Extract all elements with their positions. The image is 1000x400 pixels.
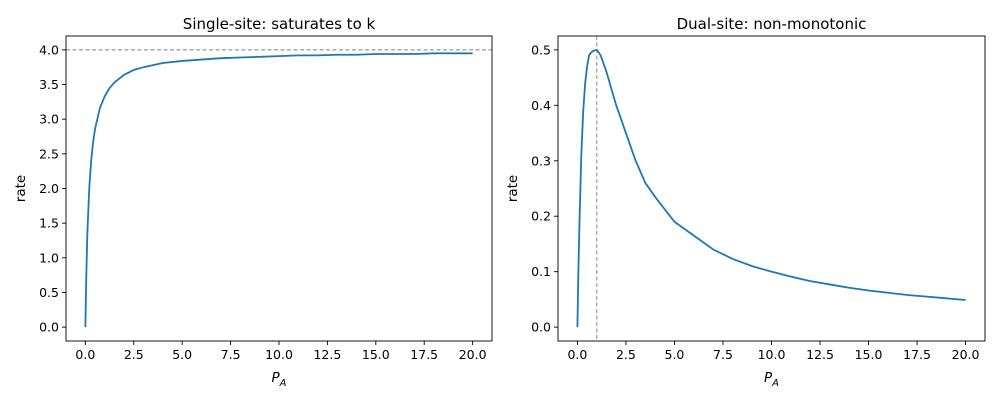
x-tick-label: 2.5 xyxy=(124,347,144,362)
x-tick-label: 17.5 xyxy=(903,347,931,362)
x-tick-label: 20.0 xyxy=(459,347,487,362)
plot-area xyxy=(84,52,473,328)
y-tick-label: 0.5 xyxy=(531,42,551,57)
x-tick-label: 5.0 xyxy=(665,347,685,362)
y-tick-label: 2.5 xyxy=(39,146,59,161)
plot-area xyxy=(576,48,966,328)
chart-title: Dual-site: non-monotonic xyxy=(677,15,867,33)
x-tick-label: 7.5 xyxy=(221,347,241,362)
y-tick-label: 0.3 xyxy=(531,153,551,168)
x-tick-label: 0.0 xyxy=(75,347,95,362)
y-tick-label: 0.0 xyxy=(531,320,551,335)
y-axis-label: rate xyxy=(505,175,521,202)
x-tick-label: 10.0 xyxy=(265,347,293,362)
x-ticks: 0.0 2.5 5.0 7.5 10.0 12.5 15.0 17.5 20.0 xyxy=(567,341,980,362)
x-tick-label: 12.5 xyxy=(313,347,341,362)
chart-title: Single-site: saturates to k xyxy=(183,15,376,33)
y-tick-label: 0.1 xyxy=(531,264,551,279)
x-tick-label: 15.0 xyxy=(855,347,883,362)
y-tick-label: 1.0 xyxy=(39,250,59,265)
x-tick-label: 2.5 xyxy=(616,347,636,362)
x-axis-label: PA xyxy=(764,370,779,389)
axes-frame xyxy=(65,35,493,342)
x-tick-label: 10.0 xyxy=(758,347,786,362)
y-tick-label: 4.0 xyxy=(39,42,59,57)
y-tick-label: 2.0 xyxy=(39,181,59,196)
x-tick-label: 5.0 xyxy=(172,347,192,362)
y-tick-label: 3.5 xyxy=(39,77,59,92)
y-tick-label: 0.4 xyxy=(531,98,551,113)
y-tick-label: 0.0 xyxy=(39,320,59,335)
x-tick-label: 7.5 xyxy=(713,347,733,362)
y-tick-label: 1.5 xyxy=(39,216,59,231)
single-site-chart: Single-site: saturates to k 0.0 2.5 5.0 7.5… xyxy=(13,15,493,389)
x-ticks: 0.0 2.5 5.0 7.5 10.0 12.5 15.0 17.5 20.0 xyxy=(75,341,487,362)
y-ticks: 0.0 0.1 0.2 0.3 0.4 0.5 xyxy=(531,42,558,335)
y-tick-label: 3.0 xyxy=(39,112,59,127)
x-tick-label: 0.0 xyxy=(567,347,587,362)
x-axis-label: PA xyxy=(272,370,287,389)
axes-frame xyxy=(557,35,986,342)
x-tick-label: 17.5 xyxy=(410,347,438,362)
rate-curve xyxy=(576,48,966,328)
y-tick-label: 0.5 xyxy=(39,285,59,300)
x-tick-label: 15.0 xyxy=(362,347,390,362)
y-ticks: 0.0 0.5 1.0 1.5 2.0 2.5 3.0 3.5 4.0 xyxy=(39,42,66,335)
x-tick-label: 12.5 xyxy=(806,347,834,362)
dual-site-chart: Dual-site: non-monotonic 0.0 2.5 5.0 7.5 10.… xyxy=(505,15,986,389)
y-tick-label: 0.2 xyxy=(531,209,551,224)
rate-curve xyxy=(84,52,473,328)
x-tick-label: 20.0 xyxy=(952,347,980,362)
y-axis-label: rate xyxy=(13,175,29,202)
